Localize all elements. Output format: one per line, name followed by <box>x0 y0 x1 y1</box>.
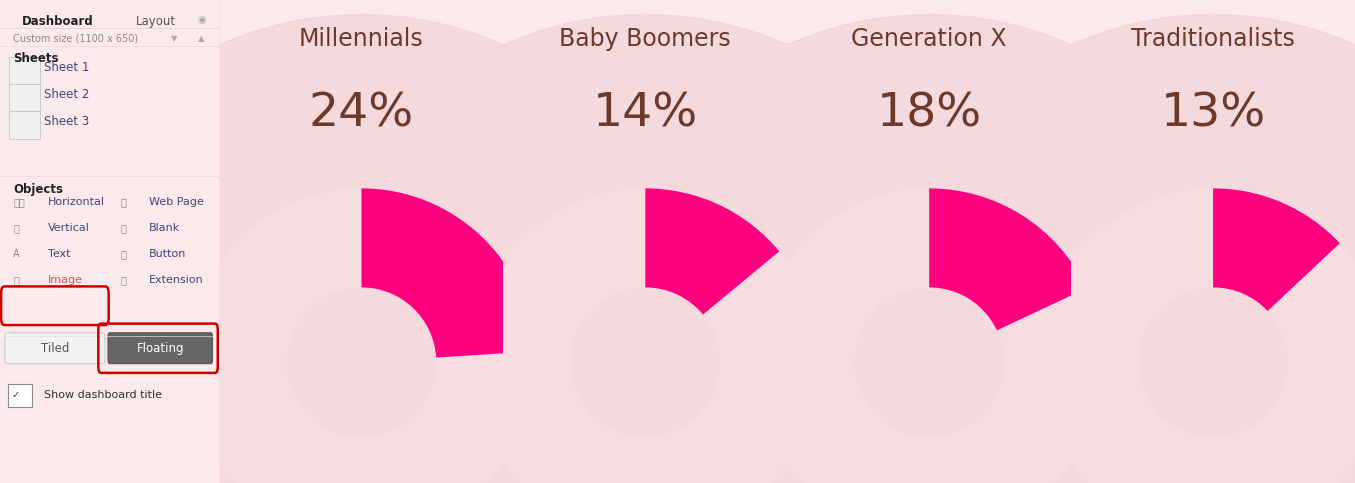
Text: 14%: 14% <box>592 92 698 137</box>
Text: Button: Button <box>149 249 187 259</box>
Text: Traditionalists: Traditionalists <box>1131 27 1295 51</box>
FancyBboxPatch shape <box>8 57 39 85</box>
Text: Layout: Layout <box>136 15 176 28</box>
Text: Sheet 3: Sheet 3 <box>43 115 89 128</box>
Text: Sheet 1: Sheet 1 <box>43 61 89 74</box>
Text: ⬛: ⬛ <box>121 249 126 259</box>
Text: Web Page: Web Page <box>149 197 205 207</box>
Text: Vertical: Vertical <box>49 223 91 233</box>
Text: 🌐: 🌐 <box>121 197 126 207</box>
Text: ⬜: ⬜ <box>121 223 126 233</box>
Text: Custom size (1100 x 650): Custom size (1100 x 650) <box>14 34 138 44</box>
FancyBboxPatch shape <box>5 333 104 364</box>
Text: 13%: 13% <box>1160 92 1266 137</box>
Text: A: A <box>14 249 20 259</box>
Text: Blank: Blank <box>149 223 180 233</box>
Text: Millennials: Millennials <box>299 27 424 51</box>
FancyBboxPatch shape <box>8 84 39 112</box>
Text: Baby Boomers: Baby Boomers <box>560 27 732 51</box>
Wedge shape <box>1213 188 1340 311</box>
Text: Sheet 2: Sheet 2 <box>43 88 89 101</box>
Text: ⬛: ⬛ <box>14 223 19 233</box>
Text: Floating: Floating <box>137 342 184 355</box>
Text: ◉: ◉ <box>198 15 206 26</box>
Text: 🖼: 🖼 <box>14 275 19 285</box>
Text: 24%: 24% <box>309 92 415 137</box>
Wedge shape <box>472 188 820 483</box>
Wedge shape <box>362 188 535 357</box>
Text: ⬜⬜: ⬜⬜ <box>14 197 24 207</box>
FancyBboxPatch shape <box>8 111 39 139</box>
Text: Tiled: Tiled <box>41 342 69 355</box>
Text: Objects: Objects <box>14 183 64 196</box>
Wedge shape <box>930 188 1087 330</box>
FancyBboxPatch shape <box>108 333 213 364</box>
Text: Sheets: Sheets <box>14 52 58 65</box>
Wedge shape <box>187 188 535 483</box>
Text: 🔧: 🔧 <box>121 275 126 285</box>
FancyBboxPatch shape <box>8 384 31 407</box>
Text: Horizontal: Horizontal <box>49 197 106 207</box>
Text: Generation X: Generation X <box>851 27 1007 51</box>
Text: 18%: 18% <box>877 92 982 137</box>
Text: ▲: ▲ <box>198 34 205 43</box>
Wedge shape <box>1039 188 1355 483</box>
Wedge shape <box>755 188 1103 483</box>
Text: Show dashboard title: Show dashboard title <box>43 390 161 400</box>
Text: ✓: ✓ <box>11 390 19 400</box>
Circle shape <box>298 14 993 483</box>
Text: Image: Image <box>49 275 83 285</box>
Text: Extension: Extension <box>149 275 205 285</box>
Text: ▼: ▼ <box>171 34 178 43</box>
Text: Dashboard: Dashboard <box>22 15 93 28</box>
Wedge shape <box>645 188 779 314</box>
Circle shape <box>581 14 1276 483</box>
Circle shape <box>14 14 709 483</box>
Text: Text: Text <box>49 249 70 259</box>
Circle shape <box>866 14 1355 483</box>
